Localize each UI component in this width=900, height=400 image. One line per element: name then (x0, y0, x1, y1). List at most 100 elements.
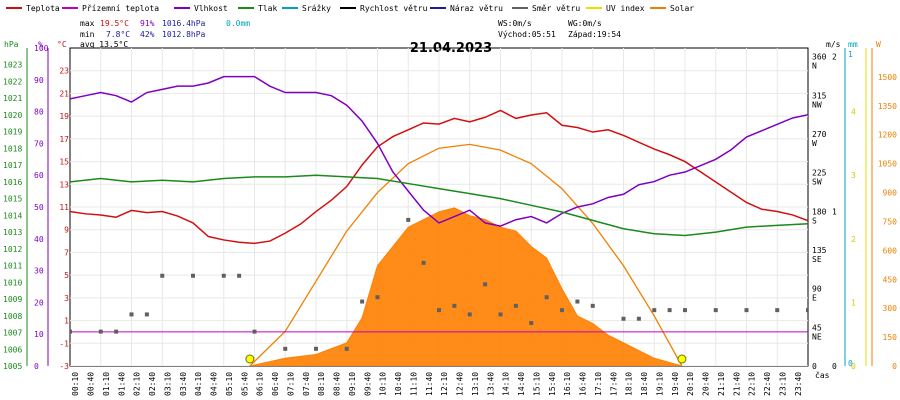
temp-tick-label: 17 (59, 135, 69, 144)
pressure-tick-label: 1023 (3, 61, 22, 70)
temp-tick-label: 13 (59, 180, 69, 189)
uv-tick-label: 2 (851, 235, 856, 244)
unit-ms: m/s (826, 40, 841, 49)
pressure-line (70, 174, 808, 237)
x-tick-label: 05:10 (225, 372, 234, 396)
x-tick-label: 18:40 (640, 372, 649, 396)
wind-dir-compass-label: NW (812, 100, 822, 109)
x-tick-label: 06:40 (271, 372, 280, 396)
stat-max-rain: 0.0mm (226, 19, 250, 28)
x-tick-label: 09:40 (363, 372, 372, 396)
wind-dir-point (114, 329, 119, 334)
wind-dir-tick-label: 225 (812, 169, 827, 178)
wind-dir-point (498, 312, 503, 317)
pressure-tick-label: 1017 (3, 161, 22, 170)
wind-dir-point (590, 303, 595, 308)
pressure-tick-label: 1018 (3, 144, 22, 153)
x-tick-label: 14:10 (502, 372, 511, 396)
x-tick-label: 10:10 (379, 372, 388, 396)
stats-block: max 19.5°C 91% 1016.4hPa 0.0mm min 7.8°C… (80, 19, 621, 49)
legend: Teplota Přízemní teplota Vlhkost Tlak Srážky… (6, 4, 694, 13)
humidity-tick-label: 10 (34, 330, 44, 339)
solar-tick-label: 1200 (878, 131, 897, 140)
x-tick-label: 01:40 (117, 372, 126, 396)
x-tick-label: 21:10 (717, 372, 726, 396)
humidity-tick-label: 30 (34, 267, 44, 276)
humidity-tick-label: 50 (34, 203, 44, 212)
x-tick-label: 23:40 (794, 372, 803, 396)
x-tick-label: 14:40 (517, 372, 526, 396)
uv-tick-label: 1 (851, 298, 856, 307)
uv-tick-label: 3 (851, 171, 856, 180)
x-tick-label: 00:40 (87, 372, 96, 396)
unit-percent: % (38, 40, 43, 49)
legend-label: Vlhkost (194, 4, 228, 13)
stat-max-temp: 19.5°C (100, 19, 129, 28)
wind-dir-point (98, 329, 103, 334)
wind-dir-point (129, 312, 134, 317)
axes: 1023102210211020101910181017101610151014… (3, 44, 897, 371)
pressure-tick-label: 1006 (3, 345, 22, 354)
stat-max-hum: 91% (140, 19, 155, 28)
legend-label: Srážky (302, 4, 331, 13)
ms-tick-label: 2 (832, 53, 837, 62)
temp-tick-label: 3 (64, 294, 69, 303)
wind-dir-compass-label: E (812, 294, 817, 303)
pressure-tick-label: 1021 (3, 94, 22, 103)
x-tick-label: 13:10 (471, 372, 480, 396)
wind-dir-point (314, 346, 318, 351)
pressure-tick-label: 1013 (3, 228, 22, 237)
temp-tick-label: 9 (64, 226, 69, 235)
wind-dir-compass-label: S (812, 216, 817, 225)
wind-dir-compass-label: SW (812, 178, 822, 187)
temp-tick-label: 5 (64, 271, 69, 280)
wind-dir-tick-label: 315 (812, 91, 827, 100)
stat-min-press: 1012.8hPa (162, 30, 206, 39)
x-tick-label: 08:40 (333, 372, 342, 396)
wind-dir-tick-label: 360 (812, 53, 827, 62)
wind-dir-point (467, 312, 472, 317)
temp-tick-label: -3 (59, 362, 69, 371)
wind-dir-compass-label: NE (812, 332, 822, 341)
ms-tick-label: 0 (832, 362, 837, 371)
temp-tick-label: 11 (59, 203, 69, 212)
wind-dir-point (683, 308, 687, 313)
wind-dir-tick-label: 180 (812, 207, 827, 216)
humidity-tick-label: 60 (34, 171, 44, 180)
x-tick-label: 03:40 (179, 372, 188, 396)
x-tick-label: 04:40 (210, 372, 219, 396)
x-tick-label: 22:10 (748, 372, 757, 396)
x-ticks: 00:10 00:40 01:10 01:40 02:10 02:40 03:10 03:40… (71, 372, 803, 396)
pressure-tick-label: 1009 (3, 295, 22, 304)
solar-tick-label: 0 (892, 362, 897, 371)
x-tick-label: 15:40 (548, 372, 557, 396)
series (70, 75, 808, 366)
temp-tick-label: -1 (59, 339, 69, 348)
x-tick-label: 07:10 (286, 372, 295, 396)
wind-dir-point (744, 308, 749, 313)
solar-tick-label: 600 (883, 246, 898, 255)
wind-dir-point (421, 260, 426, 265)
humidity-tick-label: 90 (34, 76, 44, 85)
ms-tick-label: 1 (832, 207, 837, 216)
solar-tick-label: 150 (883, 333, 898, 342)
axis-units: hPa % °C m/s mm W čas (4, 40, 881, 380)
legend-label: Solar (670, 4, 694, 13)
solar-tick-label: 450 (883, 275, 898, 284)
x-tick-label: 16:10 (563, 372, 572, 396)
stat-min-label: min (80, 30, 95, 39)
pressure-tick-label: 1019 (3, 128, 22, 137)
x-tick-label: 15:10 (532, 372, 541, 396)
stat-min-hum: 42% (140, 30, 155, 39)
temp-tick-label: 15 (59, 158, 69, 167)
wind-dir-tick-label: 270 (812, 130, 827, 139)
wind-dir-point (529, 321, 534, 326)
legend-label: Přízemní teplota (82, 4, 159, 13)
mm-tick-label: 0 (848, 359, 853, 368)
solar-tick-label: 1500 (878, 73, 897, 82)
x-tick-label: 11:10 (409, 372, 418, 396)
legend-label: UV index (606, 4, 645, 13)
wind-dir-point (344, 346, 349, 351)
pressure-tick-label: 1015 (3, 195, 22, 204)
unit-celsius: °C (57, 40, 67, 49)
